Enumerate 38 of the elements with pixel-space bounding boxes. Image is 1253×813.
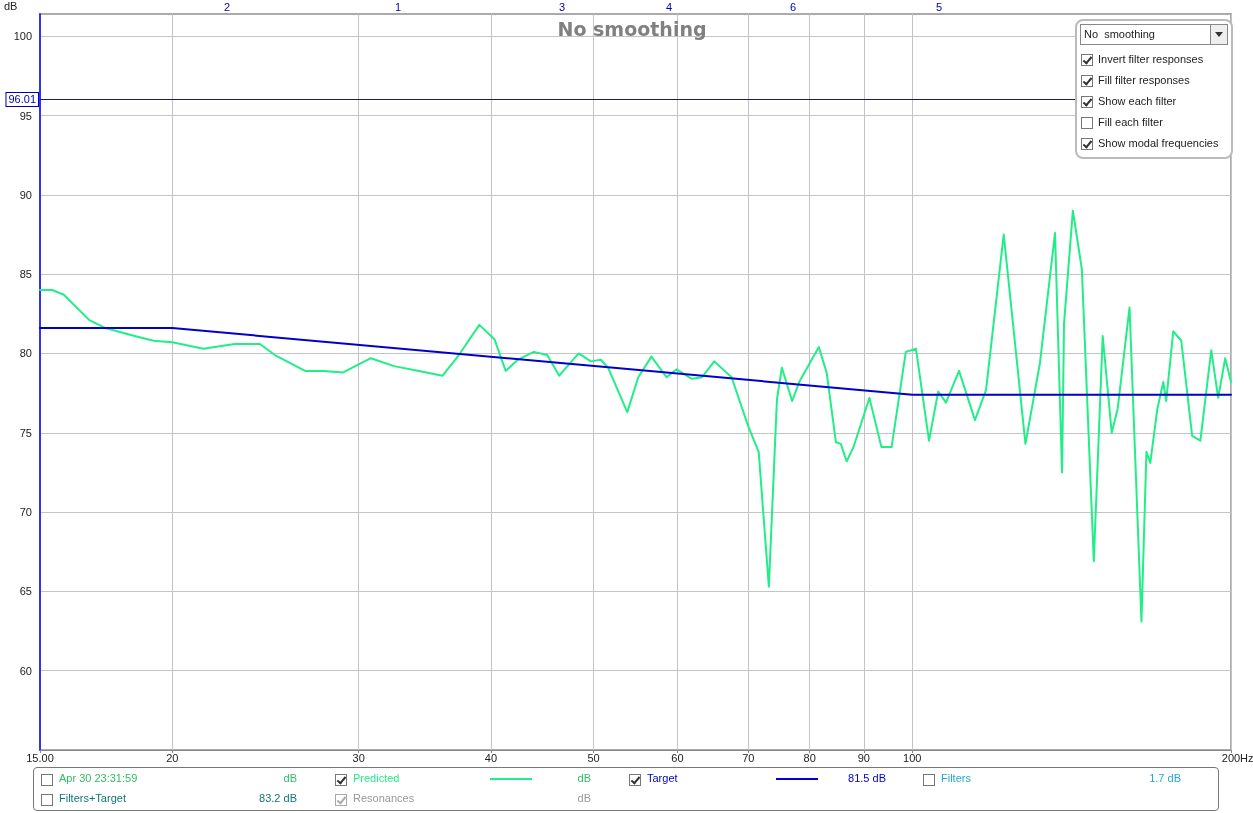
x-tick-label: 90	[857, 751, 870, 764]
x-tick-label: 70	[742, 751, 755, 764]
annotation: Show each filter	[1098, 95, 1177, 107]
y-tick-label: 70	[19, 506, 32, 519]
text: 6	[789, 0, 797, 13]
x-axis-title: Hz	[1240, 751, 1253, 764]
x-tick-label: 200	[1221, 751, 1241, 764]
y-tick-label: 75	[19, 426, 32, 439]
y-axis-title: dB	[4, 0, 18, 12]
chart-title: No smoothing	[557, 17, 707, 40]
text: 5	[935, 0, 943, 13]
annotation: No smoothing	[1084, 28, 1155, 40]
x-tick-label: 50	[587, 751, 600, 764]
annotation: Fill filter responses	[1098, 74, 1190, 86]
y-tick-label: 85	[19, 268, 32, 281]
text: 3	[558, 0, 566, 13]
x-tick-label: 30	[352, 751, 365, 764]
y-tick-label: 60	[19, 664, 32, 677]
x-tick-label: 20	[166, 751, 179, 764]
dropdown: No smoothing	[1080, 24, 1228, 45]
x-tick-label: 60	[671, 751, 684, 764]
text: 2	[223, 0, 231, 13]
x-tick-label: 100	[903, 751, 922, 764]
annotation: Fill each filter	[1098, 116, 1163, 128]
y-tick-label: 95	[19, 109, 32, 122]
y-tick-label: 100	[13, 30, 32, 43]
y-tick-label: 65	[19, 585, 32, 598]
annotation: Show modal frequencies	[1098, 137, 1219, 149]
text: 4	[665, 0, 673, 13]
x-tick-label: 15.00	[26, 751, 54, 764]
ref-line-label: 96.01	[8, 93, 36, 106]
legend-panel: Apr 30 23:31:59 dB Predicted dB Target 81.5 dB Filters 1.7 dB Filters+Target 83.2 dB Resonances dB	[33, 767, 1219, 811]
text: 1	[394, 0, 402, 13]
y-tick-label: 90	[19, 188, 32, 201]
x-tick-label: 80	[803, 751, 816, 764]
annotation: Invert filter responses	[1098, 53, 1204, 65]
y-tick-label: 80	[19, 347, 32, 360]
x-tick-label: 40	[484, 751, 498, 764]
